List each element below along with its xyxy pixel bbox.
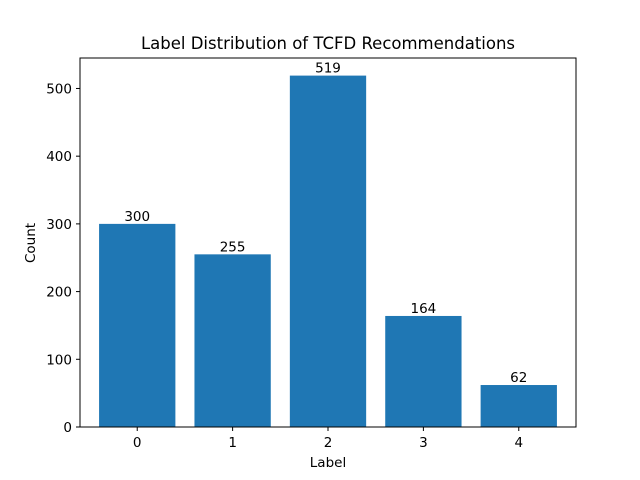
x-tick-label-4: 4 xyxy=(514,435,523,451)
data-label-2: 519 xyxy=(315,61,341,77)
y-tick-label-0: 0 xyxy=(63,420,72,436)
y-tick-label-500: 500 xyxy=(46,81,72,97)
x-axis: 0 1 2 3 4 xyxy=(133,427,523,451)
y-tick-label-300: 300 xyxy=(46,217,72,233)
y-axis: 0 100 200 300 400 500 xyxy=(46,81,80,436)
data-label-4: 62 xyxy=(510,370,527,386)
bar-2 xyxy=(289,75,367,427)
bar-4 xyxy=(480,385,557,427)
y-axis-label: Count xyxy=(23,223,39,263)
y-tick-label-100: 100 xyxy=(46,352,72,368)
bar-0 xyxy=(99,223,176,427)
chart-title: Label Distribution of TCFD Recommendatio… xyxy=(141,34,515,53)
data-label-1: 255 xyxy=(220,239,246,255)
bars-layer xyxy=(99,75,557,427)
bar-1 xyxy=(194,254,271,427)
x-tick-label-1: 1 xyxy=(228,435,237,451)
data-label-3: 164 xyxy=(410,301,436,317)
x-axis-label: Label xyxy=(310,455,346,471)
x-tick-label-3: 3 xyxy=(419,435,428,451)
bar-3 xyxy=(385,315,462,427)
y-tick-label-400: 400 xyxy=(46,149,72,165)
data-label-0: 300 xyxy=(124,209,150,225)
x-tick-label-0: 0 xyxy=(133,435,142,451)
y-tick-label-200: 200 xyxy=(46,285,72,301)
x-tick-label-2: 2 xyxy=(324,435,333,451)
data-labels-layer: 300 255 519 164 62 xyxy=(124,61,527,386)
